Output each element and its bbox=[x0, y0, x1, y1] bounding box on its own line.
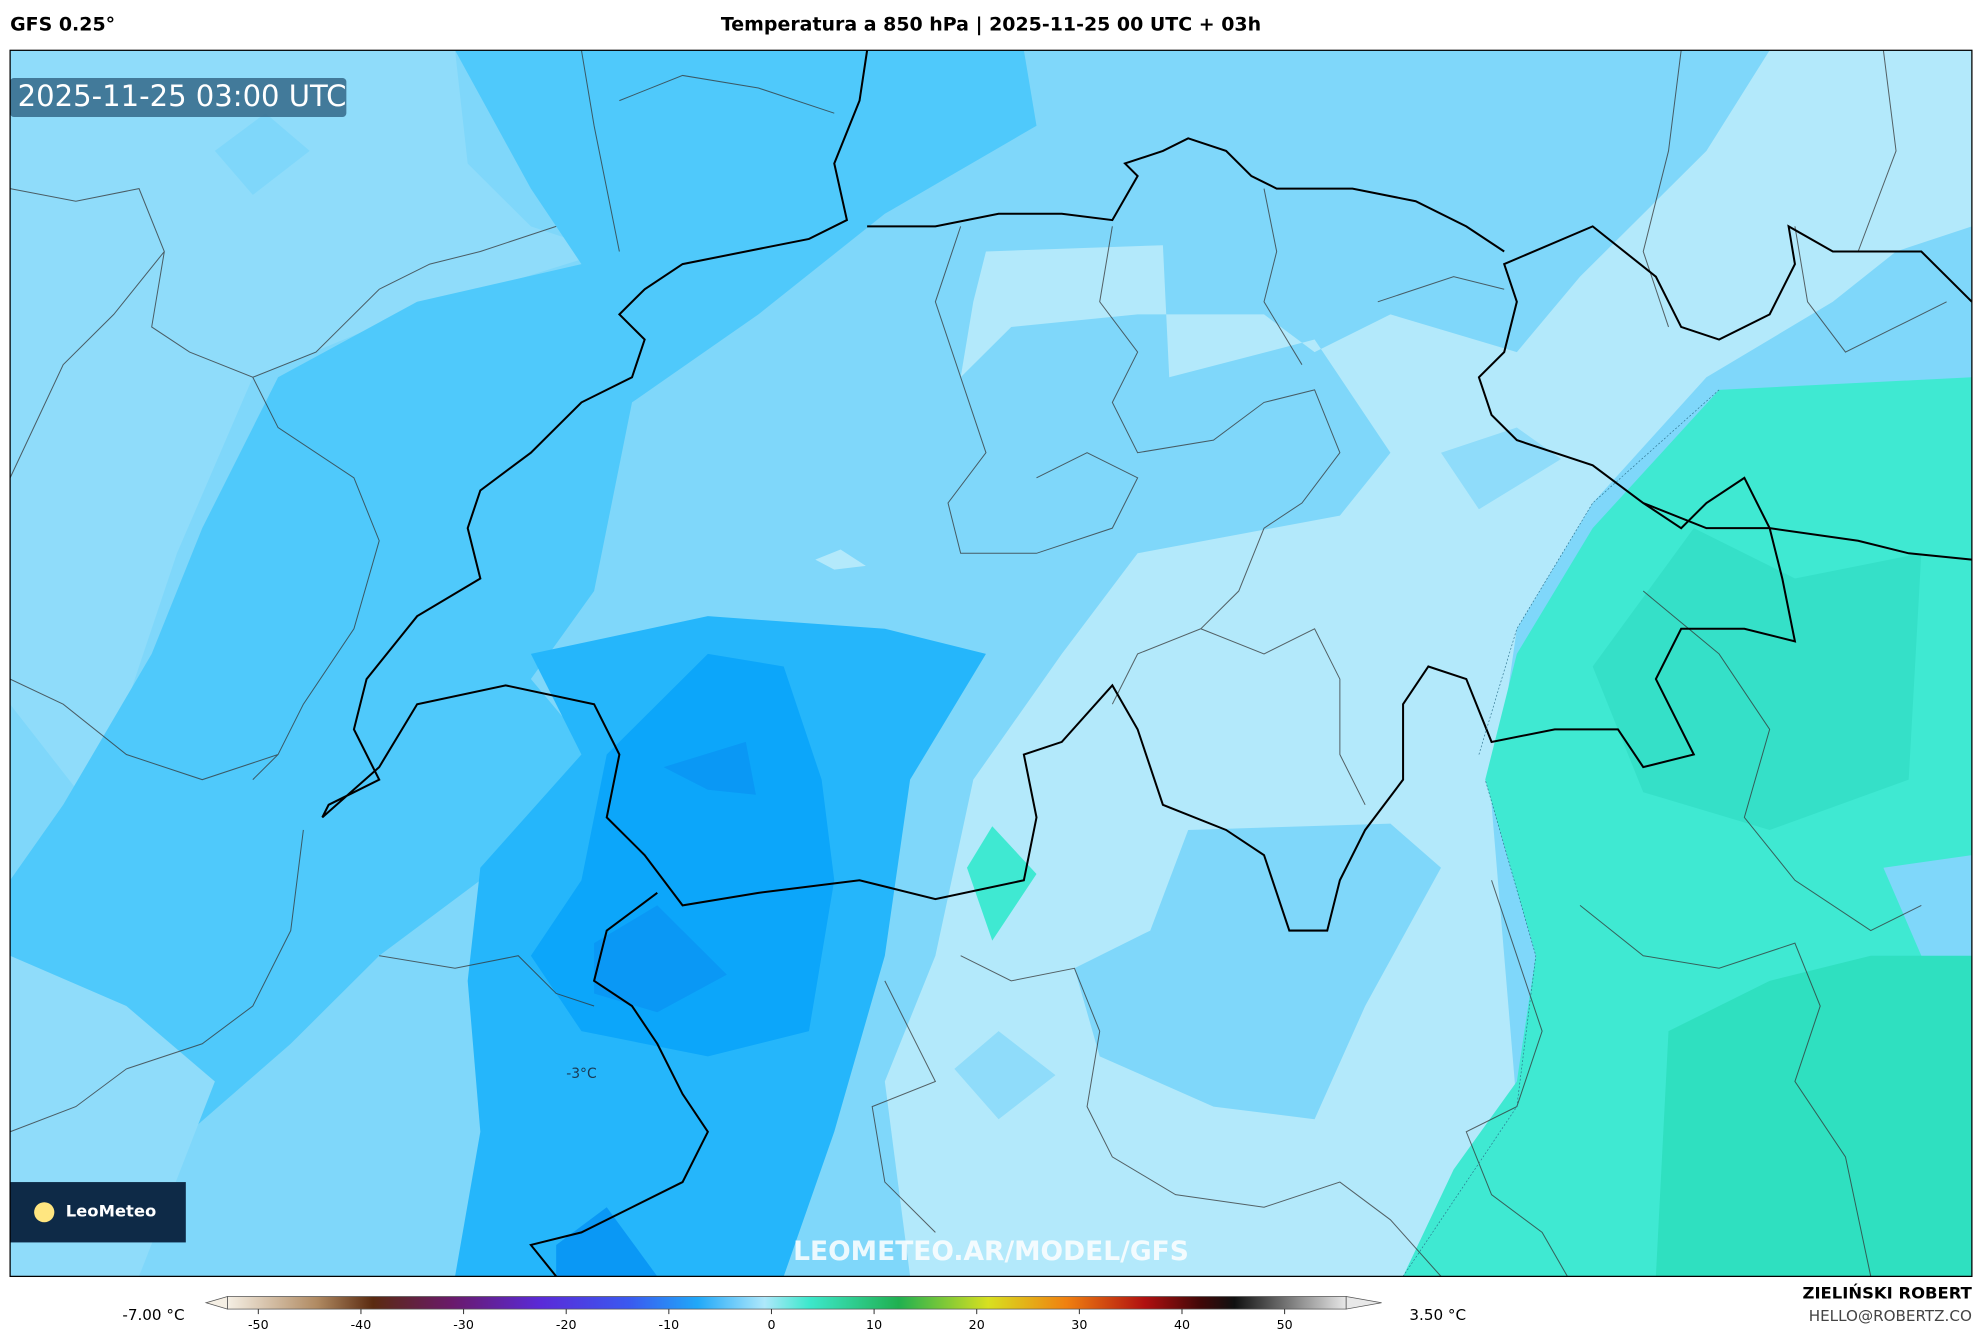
timestamp: 2025-11-25 03:00 UTC bbox=[18, 79, 347, 113]
colorbar-tick-label: 40 bbox=[1174, 1317, 1190, 1332]
field-region bbox=[1074, 823, 1441, 1120]
colorbar-max: 3.50 °C bbox=[1409, 1306, 1466, 1324]
field-region bbox=[10, 50, 1037, 1277]
map-frame bbox=[9, 49, 1973, 1278]
colorbar-tick-label: -50 bbox=[248, 1317, 269, 1332]
colorbar bbox=[204, 1295, 1382, 1310]
field-region bbox=[954, 1031, 1056, 1120]
timestamp-box bbox=[10, 77, 347, 117]
point-label: -3°C bbox=[566, 1066, 597, 1082]
map: 2025-11-25 03:00 UTC -3°C LEOMETEO.AR/MO… bbox=[10, 50, 1972, 1277]
author: ZIELIŃSKI ROBERT bbox=[1803, 1284, 1973, 1303]
map-title: Temperatura a 850 hPa | 2025-11-25 00 UT… bbox=[721, 14, 1261, 36]
colorbar-tick-label: 50 bbox=[1277, 1317, 1293, 1332]
colorbar-min: -7.00 °C bbox=[122, 1306, 184, 1324]
field-region bbox=[594, 905, 727, 1013]
field-region bbox=[556, 1207, 658, 1277]
colorbar-bar bbox=[227, 1296, 1347, 1310]
contact: HELLO@ROBERTZ.CO bbox=[1809, 1307, 1972, 1325]
logo-sun bbox=[34, 1202, 55, 1223]
colorbar-tick-label: -40 bbox=[351, 1317, 372, 1332]
colorbar-tick-label: 20 bbox=[969, 1317, 985, 1332]
colorbar-tick-label: 30 bbox=[1071, 1317, 1087, 1332]
colorbar-extend-low bbox=[204, 1295, 228, 1310]
field-region bbox=[663, 741, 756, 795]
colorbar-extend-high bbox=[1345, 1296, 1382, 1310]
watermark: LEOMETEO.AR/MODEL/GFS bbox=[793, 1236, 1189, 1267]
field-region bbox=[966, 826, 1037, 941]
colorbar-tick-label: -20 bbox=[556, 1317, 577, 1332]
field-region bbox=[815, 549, 866, 570]
logo-text: LeoMeteo bbox=[66, 1202, 157, 1221]
model-label: GFS 0.25° bbox=[10, 14, 115, 36]
field-region bbox=[214, 113, 310, 195]
colorbar-tick-label: -10 bbox=[659, 1317, 680, 1332]
colorbar-tick-label: -30 bbox=[453, 1317, 474, 1332]
colorbar-tick-label: 0 bbox=[767, 1317, 775, 1332]
field-region bbox=[1655, 955, 1972, 1277]
field-region bbox=[1440, 427, 1562, 510]
field-region bbox=[1592, 528, 1922, 830]
colorbar-tick-label: 10 bbox=[866, 1317, 882, 1332]
